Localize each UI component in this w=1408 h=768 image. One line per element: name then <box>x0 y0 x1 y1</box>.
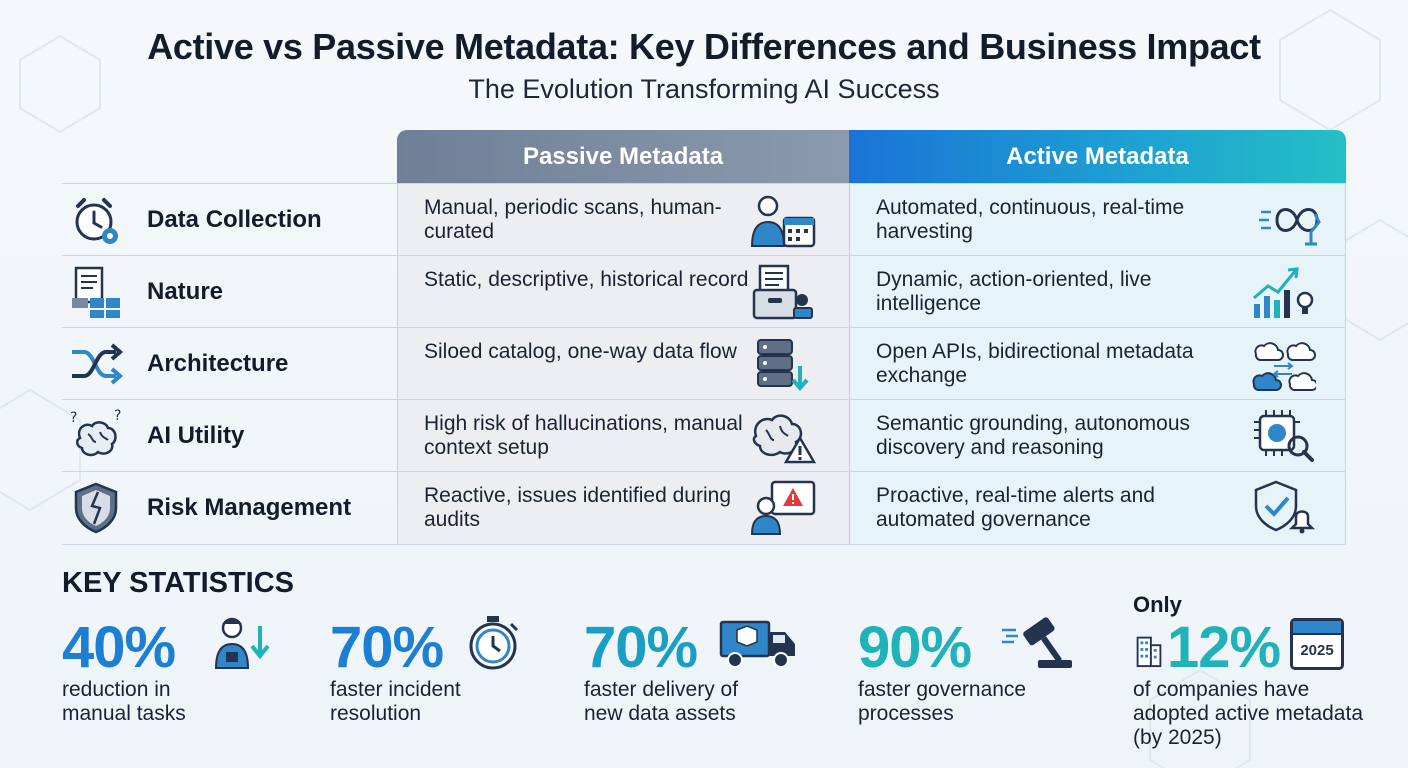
active-cell: Semantic grounding, autonomous discovery… <box>849 400 1346 472</box>
active-text: Semantic grounding, autonomous discovery… <box>876 412 1191 459</box>
row-label-cell: Risk Management <box>62 472 397 544</box>
svg-text:?: ? <box>114 408 121 424</box>
passive-cell: Siloed catalog, one-way data flow <box>397 328 849 400</box>
passive-text: Reactive, issues identified during audit… <box>424 484 732 531</box>
stat-value: 70% <box>330 615 444 680</box>
delivery-truck-icon <box>719 620 795 668</box>
stopwatch-icon <box>469 616 519 670</box>
building-icon <box>1136 636 1162 668</box>
calendar-year-label: 2025 <box>1300 642 1334 659</box>
brain-question-icon: ? ? <box>70 408 121 457</box>
passive-cell: High risk of hallucinations, manual cont… <box>397 400 849 472</box>
stat-description: of companies have adopted active metadat… <box>1133 678 1363 749</box>
passive-column-header: Passive Metadata <box>397 130 849 183</box>
active-cell: Proactive, real-time alerts and automate… <box>849 472 1346 544</box>
ai-chip-magnifier-icon <box>1254 410 1314 462</box>
crossing-arrows-icon <box>72 343 124 385</box>
stat-description: faster governance processes <box>858 678 1027 725</box>
worker-down-arrow-icon <box>214 617 270 669</box>
gavel-icon <box>1002 617 1072 668</box>
stat-description: faster delivery of new data assets <box>584 678 739 725</box>
brain-warning-icon <box>752 414 816 464</box>
passive-text: Static, descriptive, historical record <box>424 268 749 291</box>
active-text: Dynamic, action-oriented, live intellige… <box>876 268 1152 315</box>
archive-box-stamp-icon <box>752 264 813 320</box>
active-text: Automated, continuous, real-time harvest… <box>876 196 1185 243</box>
passive-text: Siloed catalog, one-way data flow <box>424 340 737 363</box>
comparison-table: Passive Metadata Active Metadata Data Co… <box>62 130 1346 545</box>
stat-card: 70% faster incident resolution <box>330 600 570 760</box>
passive-text: High risk of hallucinations, manual cont… <box>424 412 743 459</box>
row-label: Architecture <box>147 350 289 377</box>
passive-cell: Manual, periodic scans, human-curated <box>397 184 849 256</box>
growth-chart-lightbulb-icon <box>1253 267 1314 318</box>
svg-text:?: ? <box>70 410 77 426</box>
calendar-2025-icon: 2025 <box>1290 618 1344 670</box>
infinity-robot-arm-icon <box>1259 208 1321 246</box>
stat-prefix: Only <box>1133 592 1182 617</box>
row-label-cell: Nature <box>62 256 397 328</box>
stat-value: 40% <box>62 615 176 680</box>
key-statistics-heading: KEY STATISTICS <box>62 567 295 599</box>
active-column-header: Active Metadata <box>849 130 1346 183</box>
active-cell: Open APIs, bidirectional metadata exchan… <box>849 328 1346 400</box>
active-text: Open APIs, bidirectional metadata exchan… <box>876 340 1194 387</box>
passive-cell: Static, descriptive, historical record <box>397 256 849 328</box>
page-subtitle: The Evolution Transforming AI Success <box>468 74 940 104</box>
stat-value: 12% <box>1167 615 1281 680</box>
stat-value: 70% <box>584 615 698 680</box>
stat-card: 90% faster governance processes <box>858 600 1098 760</box>
stat-description: reduction in manual tasks <box>62 678 186 725</box>
passive-text: Manual, periodic scans, human-curated <box>424 196 722 243</box>
active-text: Proactive, real-time alerts and automate… <box>876 484 1155 531</box>
person-alert-screen-icon <box>750 480 816 535</box>
stat-card: 40% reduction in manual tasks <box>62 600 302 760</box>
row-label: Nature <box>147 278 224 305</box>
person-calendar-icon <box>750 195 816 248</box>
stat-value: 90% <box>858 615 972 680</box>
stat-description: faster incident resolution <box>330 678 461 725</box>
cloud-exchange-icon <box>1252 342 1316 391</box>
row-label-cell: Data Collection <box>62 184 397 256</box>
row-nature: Nature Static, descriptive, historical r… <box>62 255 1346 328</box>
active-cell: Automated, continuous, real-time harvest… <box>849 184 1346 256</box>
page-title: Active vs Passive Metadata: Key Differen… <box>147 26 1261 67</box>
row-label-cell: Architecture <box>62 328 397 400</box>
row-label: Data Collection <box>147 206 322 233</box>
alarm-clock-gear-icon <box>75 198 118 244</box>
cracked-shield-icon <box>74 482 118 534</box>
row-risk-management: Risk Management Reactive, issues identif… <box>62 471 1346 545</box>
passive-cell: Reactive, issues identified during audit… <box>397 472 849 544</box>
stat-card: 70% faster delivery of new data assets <box>584 600 824 760</box>
database-down-arrow-icon <box>757 339 809 392</box>
row-ai-utility: ? ? AI Utility High risk of hallucinatio… <box>62 399 1346 472</box>
stat-card: Only 12% 2025 of companies have adopted … <box>1133 592 1373 760</box>
row-data-collection: Data Collection Manual, periodic scans, … <box>62 183 1346 256</box>
documents-boxes-icon <box>72 266 120 318</box>
row-label: Risk Management <box>147 494 352 521</box>
shield-check-bell-icon <box>1254 480 1316 534</box>
row-architecture: Architecture Siloed catalog, one-way dat… <box>62 327 1346 400</box>
active-cell: Dynamic, action-oriented, live intellige… <box>849 256 1346 328</box>
row-label-cell: ? ? AI Utility <box>62 400 397 472</box>
row-label: AI Utility <box>147 422 245 449</box>
